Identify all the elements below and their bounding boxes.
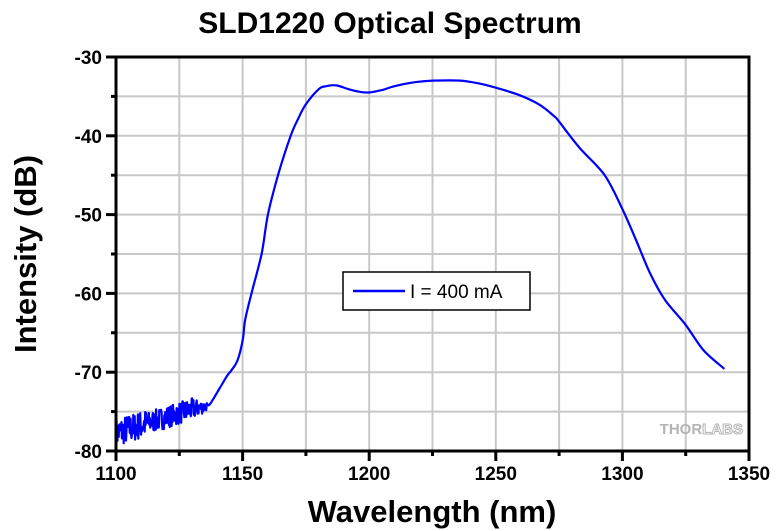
x-tick-labels: 1100 1150 1200 1250 1300 1350 [95,464,770,485]
x-axis-label: Wavelength (nm) [308,494,557,529]
legend: I = 400 mA [342,271,531,311]
axes [106,55,751,461]
y-axis-label: Intensity (dB) [8,155,43,353]
y-tick-label: -70 [75,363,102,384]
y-tick-label: -50 [75,206,102,227]
svg-text:THORLABS: THORLABS [660,421,743,438]
series-line [114,79,725,449]
x-tick-label: 1350 [728,464,770,485]
watermark-solid-text: THOR [660,421,703,438]
watermark-outline-text: LABS [702,421,743,438]
x-tick-label: 1100 [95,464,136,485]
y-tick-label: -30 [75,48,102,69]
x-tick-label: 1250 [475,464,517,485]
series-layer [114,79,725,449]
x-tick-label: 1200 [348,464,390,485]
y-tick-label: -40 [75,127,102,148]
chart-title: SLD1220 Optical Spectrum [198,7,581,40]
y-tick-labels: -30 -40 -50 -60 -70 -80 [75,48,102,463]
y-tick-label: -80 [75,442,102,463]
y-tick-label: -60 [75,284,102,305]
thorlabs-watermark: THORLABS [660,421,744,439]
grid [116,57,749,451]
x-tick-label: 1150 [222,464,263,485]
legend-label: I = 400 mA [410,282,503,303]
x-tick-label: 1300 [601,464,643,485]
